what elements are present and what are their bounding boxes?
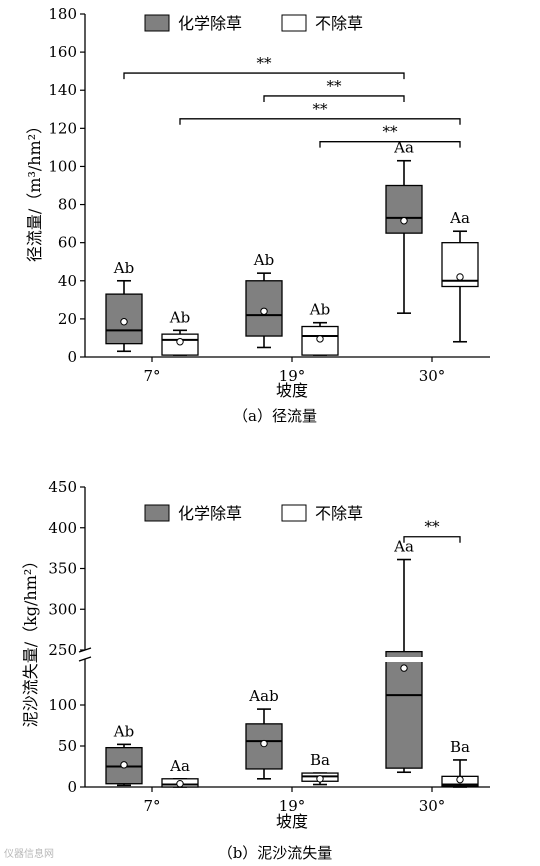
significance-letter: Ab: [169, 308, 190, 326]
y-tick-label: 20: [58, 310, 77, 328]
y-tick-label: 100: [48, 696, 77, 714]
mean-marker: [400, 217, 408, 225]
legend-swatch-no-weeding-b: [281, 504, 307, 522]
mean-marker: [176, 338, 184, 346]
significance-stars: **: [383, 123, 399, 141]
significance-letter: Ba: [450, 738, 470, 756]
mean-marker: [456, 775, 464, 784]
mean-marker: [120, 761, 128, 769]
significance-letter: Ba: [310, 751, 330, 769]
legend-swatch-no-weeding: [281, 14, 307, 32]
x-tick-label: 30°: [419, 797, 446, 815]
y-tick-label: 0: [67, 348, 77, 366]
significance-letter: Aa: [169, 757, 190, 775]
x-tick-label: 19°: [279, 797, 306, 815]
caption-b: （b）泥沙流失量: [218, 844, 333, 862]
legend-label-chemical: 化学除草: [178, 14, 242, 33]
mean-marker: [260, 307, 268, 315]
significance-bracket: [179, 118, 461, 125]
panel-b-sediment: 0 50 100 250 300 350 400 450 7° 19° 30° ** Ab Aab A…: [21, 478, 490, 862]
significance-letter: Ab: [253, 251, 274, 269]
mean-marker: [260, 739, 268, 748]
significance-letter: Aab: [248, 687, 278, 705]
mean-marker: [400, 664, 408, 672]
y-tick-label: 350: [48, 560, 77, 578]
legend-label-no-weeding: 不除草: [315, 14, 363, 33]
significance-bracket: [403, 536, 461, 543]
y-tick-label: 40: [58, 272, 77, 290]
x-tick-label: 7°: [143, 797, 160, 815]
mean-marker: [176, 780, 184, 788]
significance-bracket: [123, 72, 405, 80]
legend-label-chemical-b: 化学除草: [178, 504, 242, 523]
significance-stars: **: [327, 77, 343, 95]
watermark: 仪器信息网: [4, 849, 54, 860]
mean-marker: [316, 775, 324, 783]
significance-bracket: [263, 95, 405, 102]
y-tick-label: 50: [58, 737, 77, 755]
y-tick-label: 140: [48, 81, 77, 99]
y-tick-label: 0: [67, 778, 77, 796]
significance-letter: Ab: [309, 301, 330, 319]
significance-letter: Ab: [113, 722, 134, 740]
y-tick-label: 100: [48, 157, 77, 175]
y-axis-label-a: 径流量/（m³/hm²）: [25, 118, 44, 262]
legend-label-no-weeding-b: 不除草: [315, 504, 363, 523]
y-tick-label: 180: [48, 5, 77, 23]
caption-a: （a）径流量: [233, 407, 317, 425]
box-break-gap: [385, 657, 423, 662]
legend-swatch-chemical: [144, 14, 170, 32]
mean-marker: [456, 273, 464, 281]
mean-marker: [120, 318, 128, 326]
legend-swatch-chemical-b: [144, 504, 170, 522]
mean-marker: [316, 335, 324, 343]
y-axis-label-b: 泥沙流失量/（kg/hm²）: [21, 553, 40, 728]
significance-stars: **: [257, 54, 273, 72]
panel-a-runoff: 0 20 40 60 80 100 120 140 160 180 7° 19° 30° ** ** **…: [25, 5, 490, 425]
box-iqr: [385, 184, 423, 234]
significance-letter: Aa: [393, 538, 414, 556]
significance-letter: Aa: [393, 139, 414, 157]
y-tick-label: 80: [58, 196, 77, 214]
significance-letter: Aa: [449, 209, 470, 227]
y-tick-label: 120: [48, 119, 77, 137]
significance-bracket: [319, 141, 461, 148]
x-axis-label-a: 坡度: [276, 381, 308, 400]
significance-letter: Ab: [113, 259, 134, 277]
axis-break-mark-bottom: [78, 656, 92, 662]
x-tick-label: 19°: [279, 367, 306, 385]
x-tick-label: 7°: [143, 367, 160, 385]
y-tick-label: 60: [58, 234, 77, 252]
significance-stars: **: [313, 100, 329, 118]
x-tick-label: 30°: [419, 367, 446, 385]
y-tick-label: 300: [48, 600, 77, 618]
significance-stars: **: [425, 518, 441, 536]
y-tick-label: 400: [48, 519, 77, 537]
y-tick-label: 160: [48, 43, 77, 61]
x-axis-label-b: 坡度: [276, 812, 308, 831]
y-tick-label: 250: [48, 641, 77, 659]
y-tick-label: 450: [48, 478, 77, 496]
